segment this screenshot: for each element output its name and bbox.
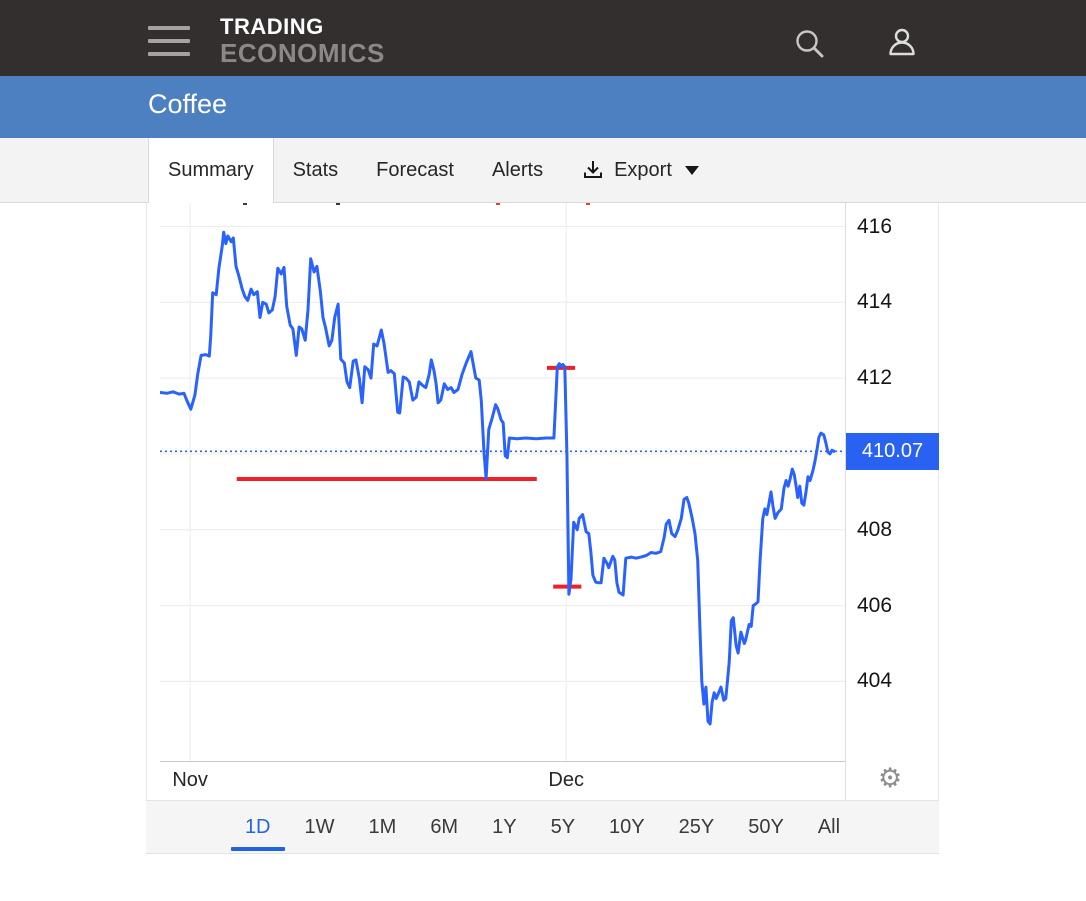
top-header: TRADING ECONOMICS	[0, 0, 1086, 76]
y-tick-label: 404	[857, 669, 893, 693]
brand-line1: TRADING	[220, 14, 324, 39]
chart-settings-gear-icon[interactable]: ⚙	[878, 763, 903, 794]
range-1m[interactable]: 1M	[368, 815, 397, 838]
range-1y[interactable]: 1Y	[492, 815, 517, 838]
range-25y[interactable]: 25Y	[678, 815, 715, 838]
range-10y[interactable]: 10Y	[609, 815, 645, 838]
hamburger-menu-icon[interactable]	[148, 26, 190, 56]
range-selector: 1D 1W 1M 6M 1Y 5Y 10Y 25Y 50Y All	[146, 800, 939, 854]
x-axis-label-dec: Dec	[548, 769, 584, 791]
y-tick-label: 414	[857, 290, 893, 314]
export-button[interactable]: Export	[562, 138, 718, 202]
y-tick-label: 416	[857, 214, 893, 238]
price-chart[interactable]	[160, 203, 845, 761]
caret-down-icon	[684, 165, 699, 175]
x-axis-label-nov: Nov	[172, 769, 208, 791]
tab-stats[interactable]: Stats	[292, 158, 339, 181]
export-label: Export	[614, 158, 672, 181]
range-all[interactable]: All	[817, 815, 841, 838]
tab-bar: Summary Stats Forecast Alerts Export	[0, 138, 1086, 203]
download-icon	[584, 161, 603, 178]
range-50y[interactable]: 50Y	[748, 815, 784, 838]
user-icon[interactable]	[884, 25, 920, 61]
tab-alerts[interactable]: Alerts	[491, 158, 544, 181]
brand-logo[interactable]: TRADING ECONOMICS	[220, 14, 385, 68]
y-tick-label: 408	[857, 517, 893, 541]
tab-forecast[interactable]: Forecast	[376, 158, 454, 181]
range-1w[interactable]: 1W	[304, 815, 335, 838]
range-1d[interactable]: 1D	[228, 801, 288, 853]
clipped-legend-mark	[586, 203, 591, 205]
x-axis-line	[160, 761, 845, 762]
chart-card: 416 414 412 408 406 404 410.07 Nov Dec ⚙	[146, 203, 939, 800]
brand-line2: ECONOMICS	[220, 38, 385, 68]
clipped-legend-mark	[495, 203, 500, 205]
clipped-legend-mark	[242, 203, 247, 205]
last-price-badge: 410.07	[846, 432, 939, 470]
clipped-legend-mark	[336, 203, 341, 205]
page-title: Coffee	[148, 89, 228, 119]
search-icon[interactable]	[793, 27, 827, 61]
axis-separator	[845, 203, 846, 800]
range-5y[interactable]: 5Y	[550, 815, 576, 838]
y-tick-label: 412	[857, 366, 893, 390]
title-band: Coffee	[0, 76, 1086, 138]
tab-summary[interactable]: Summary	[148, 138, 274, 203]
range-6m[interactable]: 6M	[430, 815, 459, 838]
y-tick-label: 406	[857, 593, 893, 617]
price-chart-svg	[160, 203, 845, 761]
